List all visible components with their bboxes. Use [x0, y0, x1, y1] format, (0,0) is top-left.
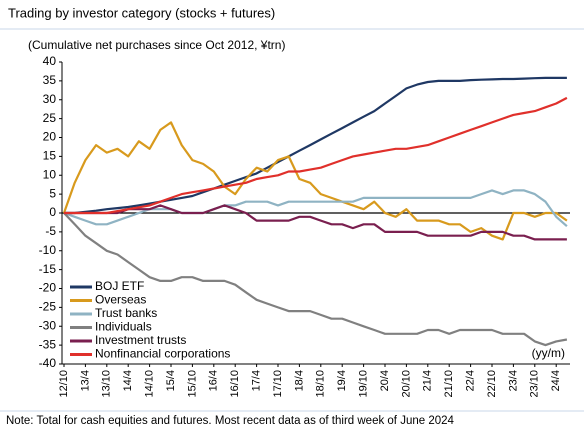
- x-tick-label: 24/4: [550, 370, 562, 391]
- series-line: [64, 96, 568, 215]
- x-tick-label: 17/10: [272, 370, 284, 398]
- legend-label: Investment trusts: [95, 333, 186, 347]
- x-tick-label: 22/10: [486, 370, 498, 398]
- y-tick-label: -20: [39, 281, 57, 295]
- series-line: [62, 121, 568, 241]
- series-line: [64, 204, 567, 241]
- x-tick-label: 12/10: [58, 370, 70, 398]
- x-tick-label: 13/4: [79, 370, 91, 391]
- y-tick-label: 0: [49, 205, 56, 219]
- x-tick-label: 19/4: [336, 370, 348, 391]
- y-tick-label: -35: [39, 337, 57, 351]
- x-tick-label: 19/10: [358, 370, 370, 398]
- y-tick-label: 15: [43, 149, 57, 163]
- series-line: [63, 212, 568, 347]
- x-tick-label: 16/4: [208, 370, 220, 391]
- x-tick-label: 21/4: [422, 370, 434, 391]
- note: Note: Total for cash equities and future…: [6, 415, 454, 427]
- legend-label: Trust banks: [95, 306, 157, 320]
- x-tick-label: 23/10: [529, 370, 541, 398]
- x-tick-label: 15/10: [186, 370, 198, 398]
- y-tick-label: 30: [43, 92, 57, 106]
- x-tick-label: 20/4: [379, 370, 391, 391]
- x-tick-label: 14/4: [122, 370, 134, 391]
- chart-title: Trading by investor category (stocks + f…: [8, 5, 275, 20]
- legend-label: Overseas: [95, 293, 146, 307]
- x-tick-label: 16/10: [229, 370, 241, 398]
- chart-subtitle: (Cumulative net purchases since Oct 2012…: [28, 38, 285, 52]
- y-tick-label: 20: [43, 130, 57, 144]
- legend-label: Nonfinancial corporations: [95, 347, 230, 361]
- y-tick-label: -10: [39, 243, 57, 257]
- y-tick-label: 40: [43, 54, 57, 68]
- y-tick-label: 25: [43, 111, 57, 125]
- y-tick-label: -40: [39, 356, 57, 370]
- legend-label: Individuals: [95, 320, 152, 334]
- y-tick-label: 10: [43, 167, 57, 181]
- x-axis-label: (yy/m): [532, 346, 565, 360]
- y-tick-label: -30: [39, 318, 57, 332]
- series-line: [64, 76, 567, 215]
- x-tick-label: 22/4: [465, 370, 477, 391]
- x-tick-label: 21/10: [443, 370, 455, 398]
- x-tick-label: 17/4: [251, 370, 263, 391]
- y-tick-label: 35: [43, 73, 57, 87]
- x-tick-label: 18/10: [315, 370, 327, 398]
- y-tick-label: -25: [39, 300, 57, 314]
- x-tick-label: 18/4: [293, 370, 305, 391]
- y-tick-label: -5: [45, 224, 56, 238]
- x-tick-label: 13/10: [101, 370, 113, 398]
- x-tick-label: 15/4: [165, 370, 177, 391]
- y-tick-label: -15: [39, 262, 57, 276]
- y-tick-label: 5: [49, 186, 56, 200]
- x-tick-label: 14/10: [144, 370, 156, 398]
- x-tick-label: 23/4: [507, 370, 519, 391]
- legend-label: BOJ ETF: [95, 279, 144, 293]
- x-tick-label: 20/10: [400, 370, 412, 398]
